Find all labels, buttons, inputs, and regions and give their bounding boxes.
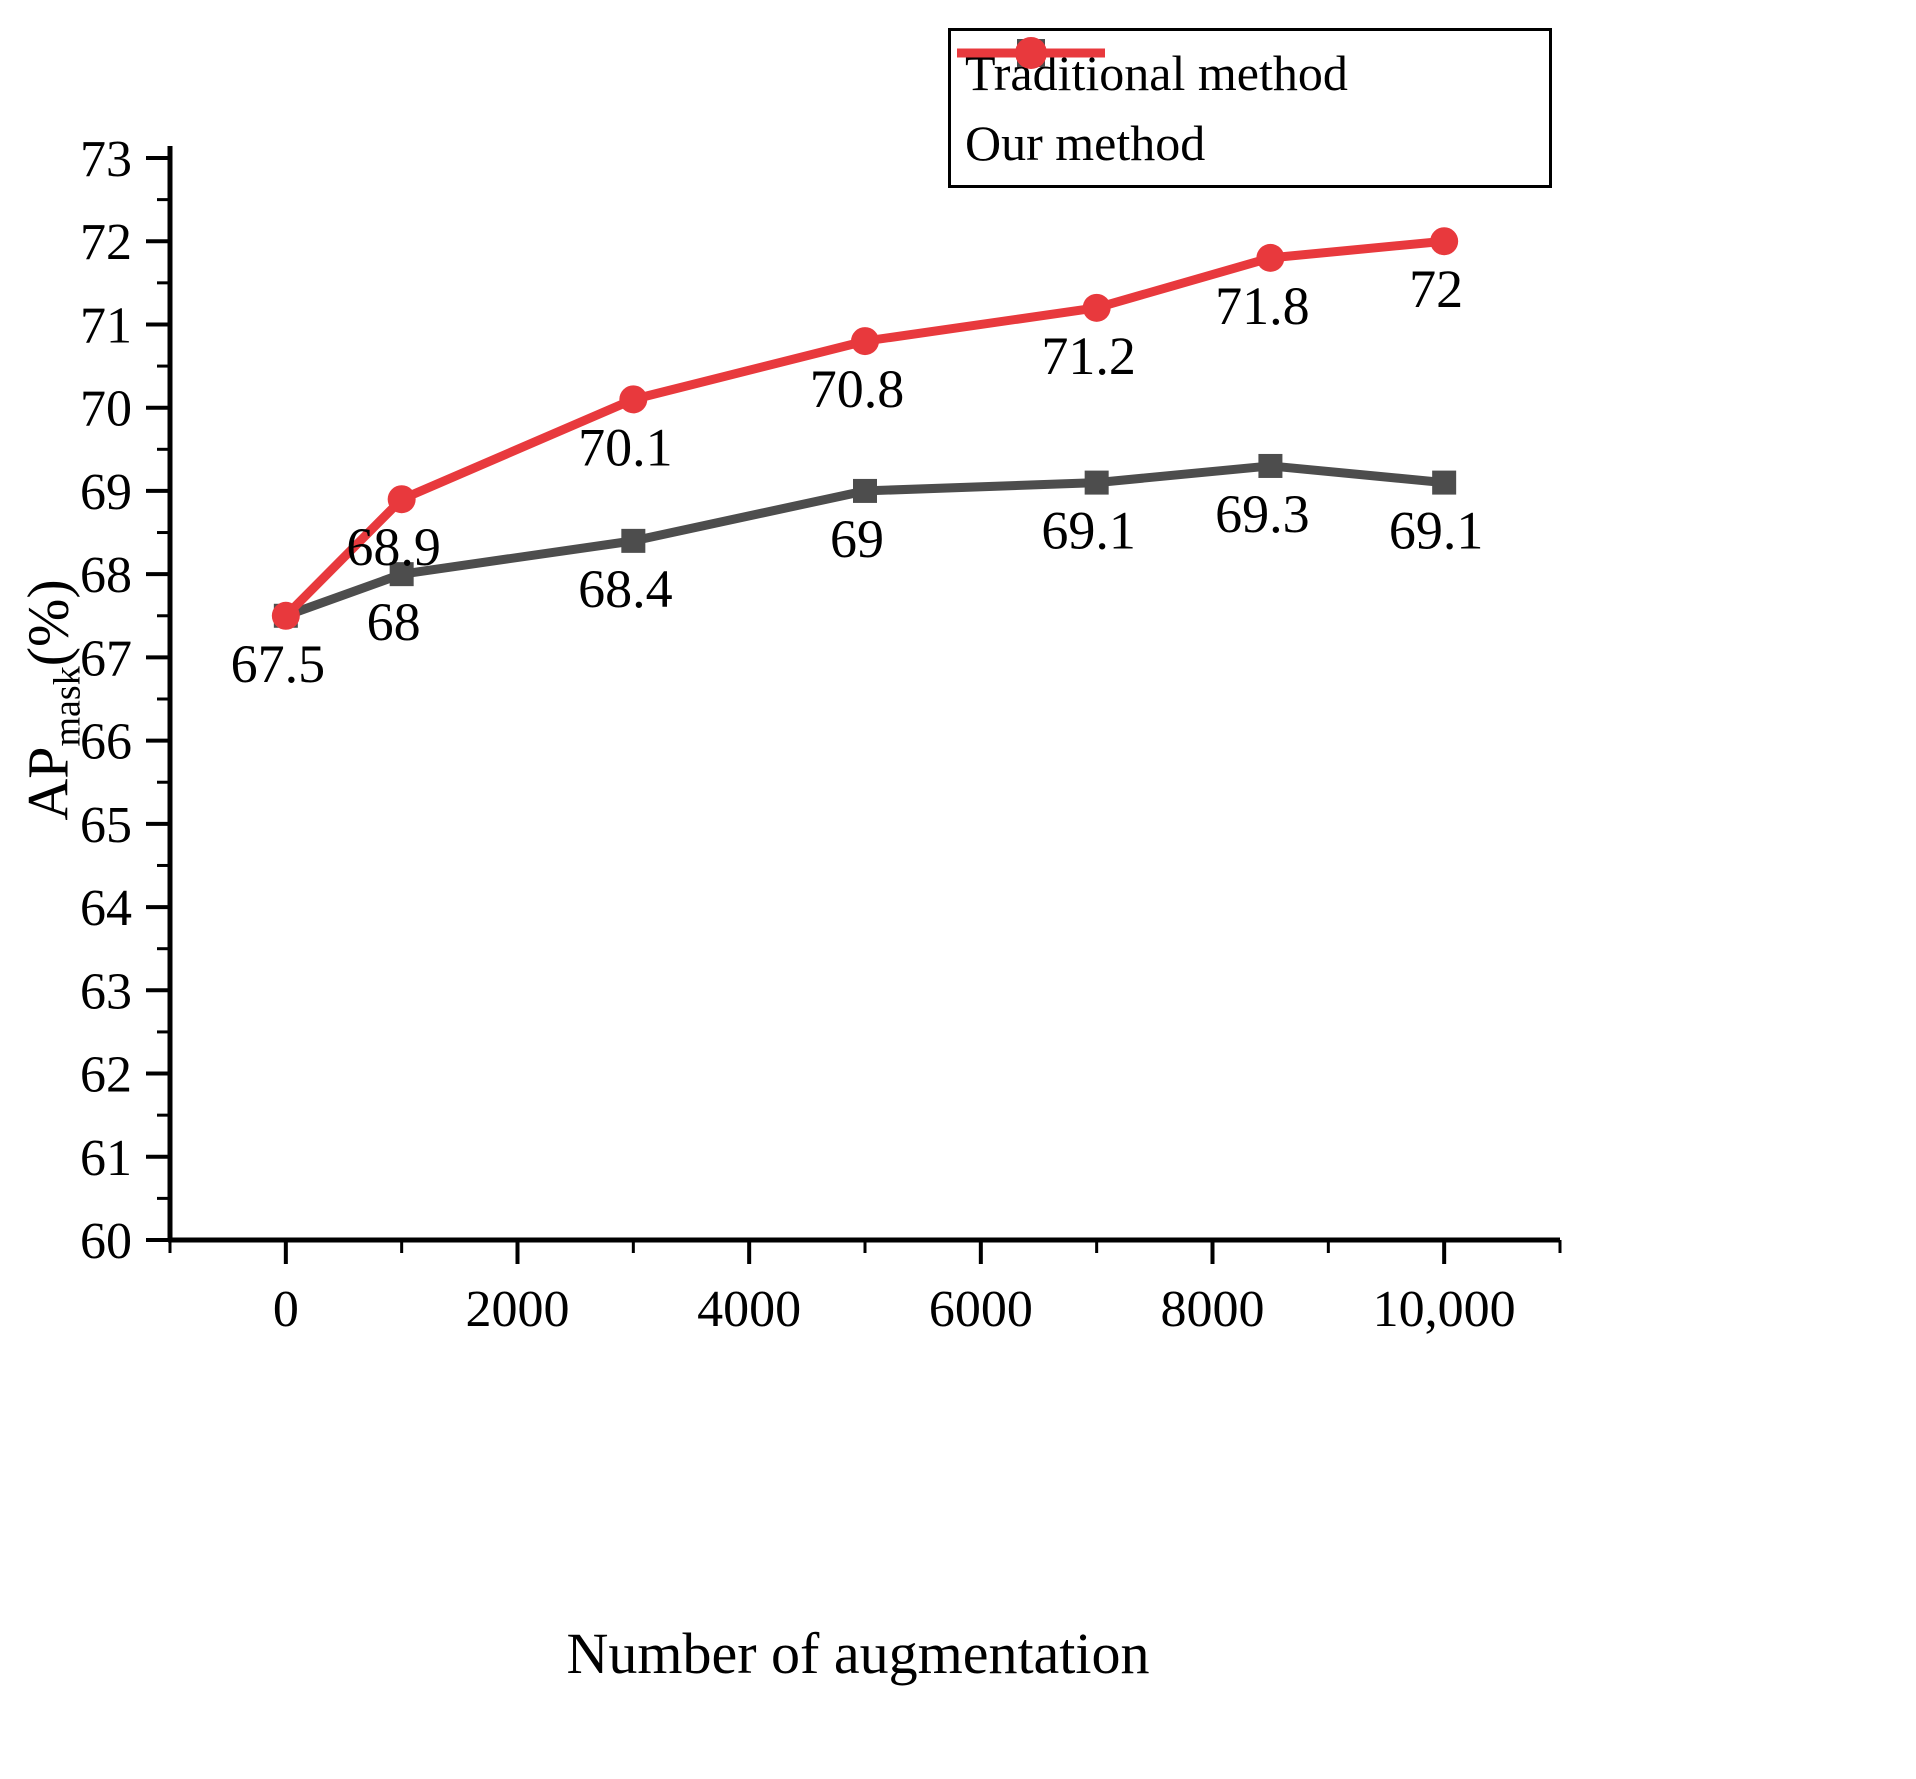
y-axis-title-suffix: (%) <box>15 579 81 667</box>
point-value-label: 68.4 <box>578 559 673 619</box>
data-point-circle-marker <box>1256 243 1285 272</box>
legend-swatch-our-method <box>957 37 1105 69</box>
x-tick-label: 10,000 <box>1373 1281 1516 1338</box>
data-point-circle-marker <box>619 385 648 414</box>
y-tick-label: 67 <box>80 630 132 687</box>
point-value-label: 69.3 <box>1215 484 1310 544</box>
legend-item-our-method: Our method <box>957 37 1535 175</box>
data-point-square-marker <box>1258 453 1283 478</box>
legend-circle-marker-icon <box>1015 37 1047 69</box>
data-point-square-marker <box>853 478 877 503</box>
y-tick-label: 62 <box>80 1047 132 1104</box>
y-axis-title-subscript: mask <box>46 666 89 747</box>
point-value-label: 69.1 <box>1041 501 1136 561</box>
data-point-circle-marker <box>1430 227 1459 256</box>
y-tick-label: 70 <box>80 381 132 438</box>
point-value-label: 71.8 <box>1215 276 1310 336</box>
y-tick-label: 60 <box>80 1213 132 1270</box>
point-value-label: 69 <box>830 509 884 569</box>
y-axis-title-prefix: AP <box>15 746 81 821</box>
data-point-circle-marker <box>851 327 879 356</box>
y-tick-label: 68 <box>80 547 132 604</box>
y-tick-label: 65 <box>80 797 132 854</box>
x-tick-label: 6000 <box>929 1281 1033 1338</box>
y-axis-title: APmask(%) <box>15 579 90 820</box>
data-point-circle-marker <box>271 601 300 630</box>
y-tick-label: 69 <box>80 464 132 521</box>
y-tick-label: 72 <box>80 214 132 271</box>
data-point-circle-marker <box>1082 293 1111 322</box>
x-axis-title: Number of augmentation <box>566 1621 1150 1686</box>
y-tick-label: 61 <box>80 1130 132 1187</box>
data-point-square-marker <box>1084 470 1109 495</box>
x-tick-label: 2000 <box>466 1281 570 1338</box>
point-value-label: 71.2 <box>1041 326 1136 386</box>
x-tick-label: 4000 <box>697 1281 801 1338</box>
legend: Traditional method Our method <box>948 28 1552 188</box>
point-value-label: 70.8 <box>810 359 905 419</box>
data-point-circle-marker <box>387 485 416 514</box>
x-tick-label: 0 <box>273 1281 299 1338</box>
y-tick-label: 66 <box>80 714 132 771</box>
point-value-label: 68 <box>367 592 421 652</box>
data-point-square-marker <box>621 528 646 553</box>
y-tick-label: 71 <box>80 297 132 354</box>
data-point-square-marker <box>1432 470 1457 495</box>
data-point-square-marker <box>389 562 414 587</box>
point-value-label: 69.1 <box>1389 501 1484 561</box>
point-value-label: 67.5 <box>231 634 326 694</box>
point-value-label: 72 <box>1409 259 1463 319</box>
legend-label-our-method: Our method <box>965 115 1206 171</box>
y-tick-label: 64 <box>80 880 132 937</box>
x-tick-label: 8000 <box>1161 1281 1265 1338</box>
y-tick-label: 73 <box>80 131 132 188</box>
point-value-label: 70.1 <box>578 417 673 477</box>
y-tick-label: 63 <box>80 963 132 1020</box>
point-value-label: 68.9 <box>346 517 441 577</box>
